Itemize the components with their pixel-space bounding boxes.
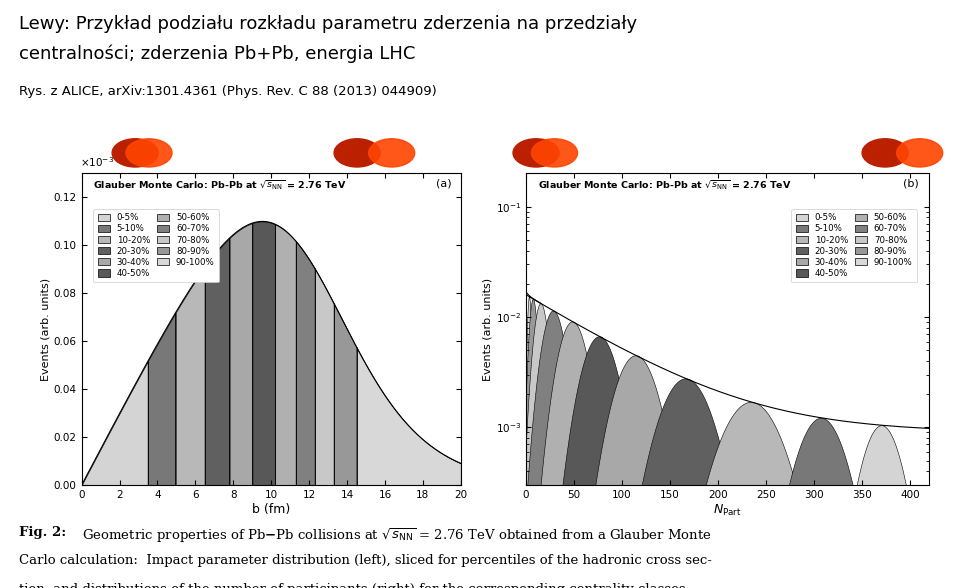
Text: (a): (a)	[436, 178, 451, 188]
Text: Rys. z ALICE, arXiv:1301.4361 (Phys. Rev. C 88 (2013) 044909): Rys. z ALICE, arXiv:1301.4361 (Phys. Rev…	[19, 85, 437, 98]
Legend: 0-5%, 5-10%, 10-20%, 20-30%, 30-40%, 40-50%, 50-60%, 60-70%, 70-80%, 80-90%, 90-: 0-5%, 5-10%, 10-20%, 20-30%, 30-40%, 40-…	[791, 209, 917, 282]
Text: Glauber Monte Carlo: Pb-Pb at $\sqrt{s_{\mathrm{NN}}}$ = 2.76 TeV: Glauber Monte Carlo: Pb-Pb at $\sqrt{s_{…	[93, 178, 347, 191]
Text: centralności; zderzenia Pb+Pb, energia LHC: centralności; zderzenia Pb+Pb, energia L…	[19, 44, 416, 62]
X-axis label: $N_{\mathrm{Part}}$: $N_{\mathrm{Part}}$	[713, 503, 742, 518]
Text: (b): (b)	[903, 178, 920, 188]
Text: Lewy: Przykład podziału rozkładu parametru zderzenia na przedziały: Lewy: Przykład podziału rozkładu paramet…	[19, 15, 637, 33]
Text: Geometric properties of Pb$\mathbf{-}$Pb collisions at $\sqrt{s_{\mathrm{NN}}}$ : Geometric properties of Pb$\mathbf{-}$Pb…	[82, 526, 711, 545]
Text: Fig. 2:: Fig. 2:	[19, 526, 66, 539]
Legend: 0-5%, 5-10%, 10-20%, 20-30%, 30-40%, 40-50%, 50-60%, 60-70%, 70-80%, 80-90%, 90-: 0-5%, 5-10%, 10-20%, 20-30%, 30-40%, 40-…	[93, 209, 219, 282]
Text: Glauber Monte Carlo: Pb-Pb at $\sqrt{s_{\mathrm{NN}}}$ = 2.76 TeV: Glauber Monte Carlo: Pb-Pb at $\sqrt{s_{…	[539, 178, 792, 191]
Text: $\times10^{-3}$: $\times10^{-3}$	[80, 155, 114, 169]
X-axis label: b (fm): b (fm)	[252, 503, 290, 516]
Text: Carlo calculation:  Impact parameter distribution (left), sliced for percentiles: Carlo calculation: Impact parameter dist…	[19, 554, 712, 567]
Text: tion, and distributions of the number of participants (right) for the correspond: tion, and distributions of the number of…	[19, 583, 690, 588]
Y-axis label: Events (arb. units): Events (arb. units)	[41, 278, 51, 381]
Y-axis label: Events (arb. units): Events (arb. units)	[483, 278, 493, 381]
